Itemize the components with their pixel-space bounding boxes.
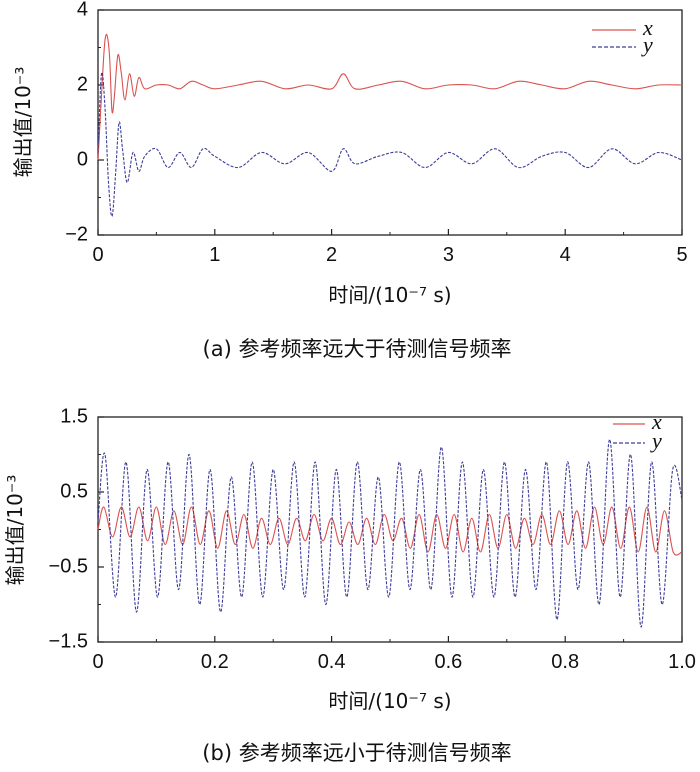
- series-b: [97, 438, 683, 628]
- y-tick-label: −1.5: [49, 630, 88, 652]
- legend-x-label-a: x: [642, 15, 653, 40]
- x-tick-label: 0.4: [318, 651, 346, 673]
- series-line-y: [97, 71, 683, 217]
- y-ticks-a: 4 2 0 −2: [65, 0, 104, 245]
- x-tick-label: 0.8: [551, 651, 579, 673]
- caption-a: (a) 参考频率远大于待测信号频率: [203, 337, 512, 361]
- x-tick-label: 1.0: [668, 651, 696, 673]
- legend-a: x y: [592, 15, 653, 57]
- x-tick-label: 3: [443, 244, 454, 266]
- caption-b: (b) 参考频率远小于待测信号频率: [202, 741, 511, 765]
- y-ticks-b: 1.5 0.5 −0.5 −1.5: [49, 405, 104, 652]
- legend-x-label-b: x: [651, 409, 662, 434]
- y-tick-label: 0: [77, 148, 88, 170]
- legend-y-label-b: y: [650, 428, 662, 453]
- y-tick-label: −0.5: [49, 555, 88, 577]
- y-tick-label: 2: [77, 73, 88, 95]
- chart-b: 0 0.2 0.4 0.6 0.8 1.0 1.5 0.5 −0.5 −1.5 输出值/10⁻³…: [3, 405, 696, 765]
- y-tick-label: 4: [77, 0, 88, 20]
- ylabel-a: 输出值/10⁻³: [11, 67, 35, 178]
- x-tick-label: 0.2: [201, 651, 229, 673]
- series-line-y: [97, 438, 683, 628]
- x-tick-label: 0: [92, 651, 103, 673]
- legend-y-label-a: y: [641, 32, 653, 57]
- plot-frame-b: [97, 416, 683, 643]
- y-tick-label: −2: [65, 223, 88, 245]
- x-tick-label: 0: [92, 244, 103, 266]
- x-tick-label: 2: [326, 244, 337, 266]
- xlabel-b: 时间/(10⁻⁷ s): [328, 689, 451, 713]
- x-ticks-b: 0 0.2 0.4 0.6 0.8 1.0: [92, 636, 696, 673]
- x-tick-label: 4: [560, 244, 571, 266]
- series-line-x: [97, 33, 683, 161]
- series-line-x: [97, 506, 683, 556]
- y-tick-label: 0.5: [60, 480, 88, 502]
- x-tick-label: 1: [209, 244, 220, 266]
- x-tick-label: 0.6: [434, 651, 462, 673]
- y-tick-label: 1.5: [60, 405, 88, 427]
- series-a: [97, 33, 683, 217]
- xlabel-a: 时间/(10⁻⁷ s): [328, 283, 451, 307]
- ylabel-b: 输出值/10⁻³: [3, 475, 27, 586]
- plot-frame-a: [97, 9, 683, 236]
- legend-b: x y: [613, 409, 662, 453]
- x-tick-label: 5: [676, 244, 687, 266]
- x-ticks-a: 0 1 2 3 4 5: [92, 229, 688, 266]
